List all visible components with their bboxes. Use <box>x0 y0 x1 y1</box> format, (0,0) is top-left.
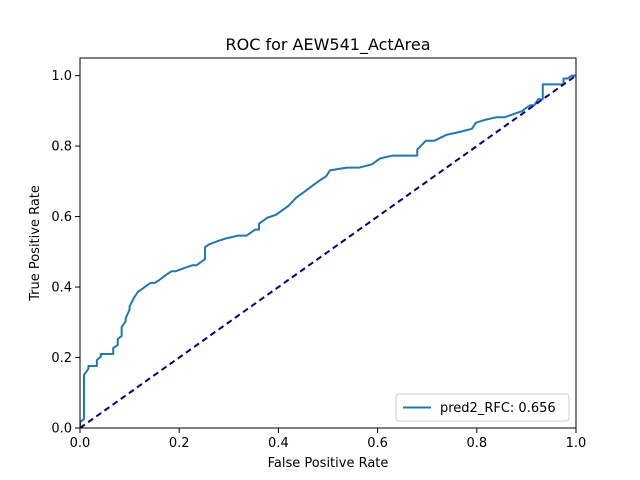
plot-frame <box>79 57 577 429</box>
chart-title: ROC for AEW541_ActArea <box>225 35 430 55</box>
x-tick-label: 0.6 <box>367 436 388 451</box>
x-tick-label: 0.8 <box>466 436 487 451</box>
y-tick-label: 0.4 <box>51 281 72 296</box>
y-tick-label: 0.8 <box>51 140 72 155</box>
x-tick-label: 0.4 <box>268 436 289 451</box>
x-axis-ticks: 0.0 0.2 0.4 0.6 0.8 1.0 <box>70 428 587 451</box>
series-layer <box>80 74 576 428</box>
x-tick-label: 1.0 <box>566 436 587 451</box>
y-axis-label: True Positive Rate <box>28 185 43 302</box>
legend-box <box>395 393 570 422</box>
y-tick-label: 1.0 <box>51 69 72 84</box>
x-tick-label: 0.2 <box>169 436 190 451</box>
legend: pred2_RFC: 0.656 <box>395 393 570 422</box>
x-axis-label: False Positive Rate <box>268 456 389 471</box>
x-tick-label: 0.0 <box>70 436 91 451</box>
y-tick-label: 0.0 <box>51 422 72 437</box>
chance-diagonal-line <box>80 74 576 428</box>
y-axis-ticks: 0.0 0.2 0.4 0.6 0.8 1.0 <box>51 69 80 437</box>
y-tick-label: 0.6 <box>51 210 72 225</box>
roc-curve-line <box>80 74 576 428</box>
y-tick-label: 0.2 <box>51 351 72 366</box>
legend-label: pred2_RFC: 0.656 <box>440 401 556 416</box>
